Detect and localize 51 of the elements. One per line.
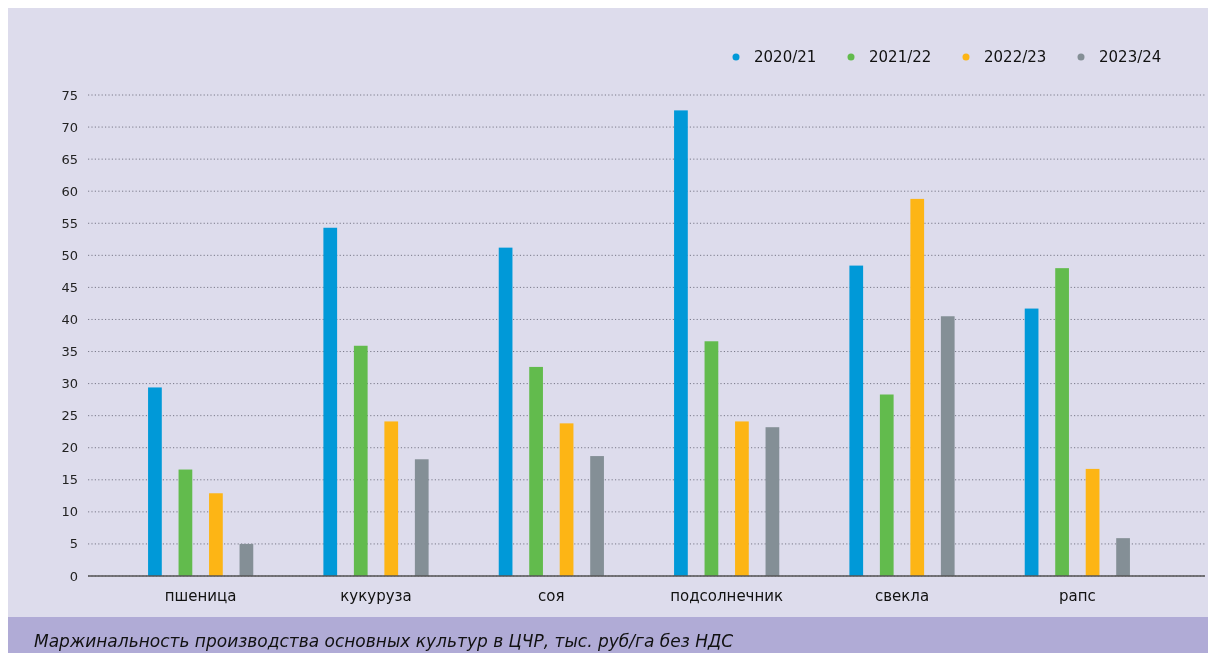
bar — [940, 316, 955, 576]
legend-label: 2023/24 — [1099, 48, 1162, 67]
bar — [529, 366, 543, 576]
bar — [323, 227, 338, 576]
y-tick-label: 20 — [61, 440, 78, 456]
y-tick-label: 10 — [61, 504, 78, 520]
legend-label: 2020/21 — [754, 48, 817, 67]
y-tick-label: 40 — [61, 312, 78, 328]
x-tick-label: рапс — [1058, 587, 1096, 606]
bar — [910, 198, 925, 576]
bar — [849, 265, 864, 576]
bar — [384, 421, 399, 576]
x-tick-label: пшеница — [164, 587, 237, 606]
y-tick-label: 0 — [69, 568, 78, 584]
y-tick-label: 60 — [61, 183, 78, 199]
y-tick-label: 75 — [61, 87, 78, 103]
bar — [1085, 468, 1100, 576]
bar — [353, 345, 368, 576]
legend-label: 2021/22 — [869, 48, 932, 67]
bar — [414, 459, 429, 576]
bar — [735, 421, 749, 576]
legend-label: 2022/23 — [984, 48, 1047, 67]
x-tick-label: подсолнечник — [670, 587, 784, 606]
bar — [1116, 538, 1130, 576]
y-tick-label: 45 — [61, 279, 78, 295]
bar — [704, 341, 719, 576]
bar — [590, 456, 604, 576]
bar — [1024, 308, 1039, 576]
y-tick-label: 50 — [61, 247, 78, 263]
y-tick-label: 15 — [61, 472, 78, 488]
bar — [559, 423, 574, 576]
bar — [239, 543, 254, 576]
y-tick-label: 55 — [61, 215, 78, 231]
x-tick-label: кукуруза — [340, 587, 412, 606]
bar — [178, 469, 193, 576]
y-tick-label: 5 — [69, 536, 78, 552]
y-tick-label: 30 — [61, 376, 78, 392]
text: Маржинальность производства основных культур в ЦЧР, тыс. руб/га без НДС — [34, 630, 734, 651]
bar — [765, 427, 780, 576]
x-tick-label: соя — [538, 587, 565, 606]
bar — [498, 247, 513, 576]
y-tick-label: 65 — [61, 151, 78, 167]
x-tick-label: свекла — [874, 587, 930, 606]
bar — [879, 394, 894, 576]
y-tick-label: 35 — [61, 344, 78, 360]
bar — [1055, 268, 1069, 576]
bar — [148, 387, 162, 576]
bar — [674, 110, 688, 576]
bar — [209, 493, 223, 576]
y-tick-label: 25 — [61, 408, 78, 424]
y-tick-label: 70 — [61, 119, 78, 135]
